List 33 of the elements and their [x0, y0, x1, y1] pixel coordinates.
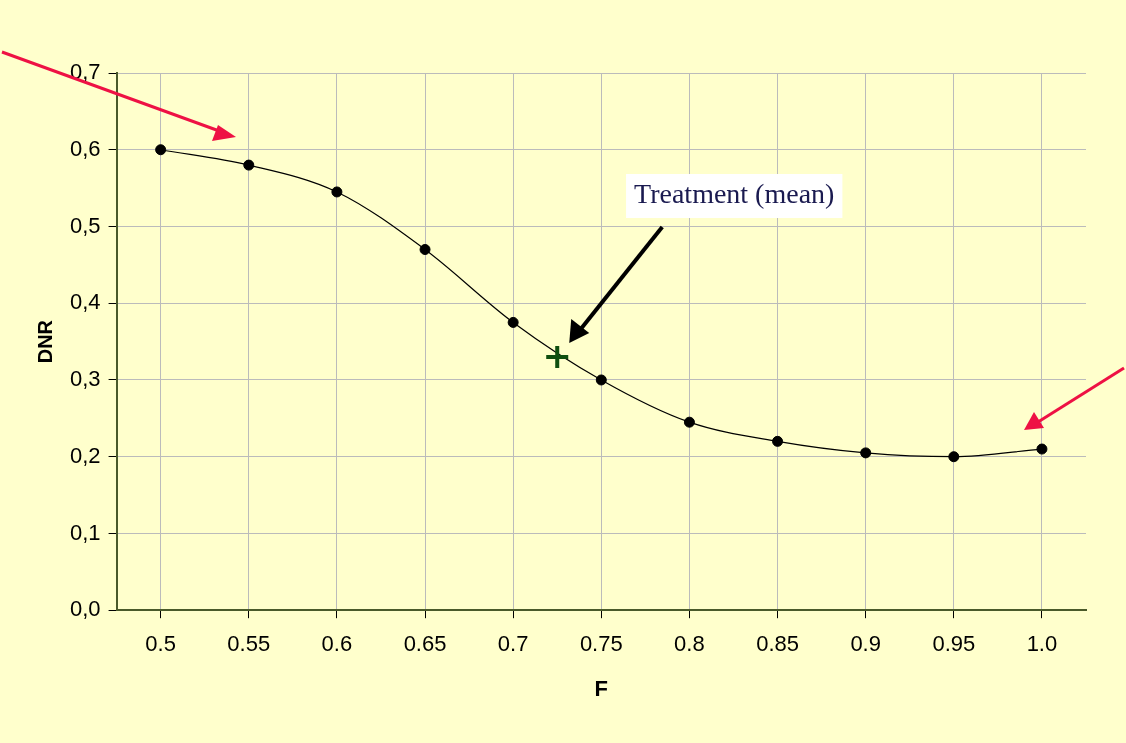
y-tick-label: 0,5 — [69, 212, 101, 238]
x-tick-label: 0.8 — [674, 631, 705, 657]
y-tick-label: 0,2 — [69, 442, 101, 468]
y-tick-label: 0,6 — [69, 135, 101, 161]
y-tick-label: 0,4 — [69, 289, 101, 315]
point — [860, 447, 872, 459]
x-tick-label: 0.75 — [579, 631, 623, 657]
x-tick-label: 0.65 — [403, 631, 447, 657]
x-tick-label: 0.55 — [227, 631, 271, 657]
point — [683, 416, 695, 428]
x-tick-label: 0.85 — [756, 631, 799, 657]
point — [546, 345, 569, 368]
point — [507, 316, 519, 328]
x-axis-title: F — [594, 675, 609, 701]
point — [331, 186, 343, 198]
x-tick-label: 0.7 — [497, 631, 529, 657]
x-tick-label: 0.5 — [145, 631, 176, 657]
x-tick-label: 1.0 — [1026, 631, 1058, 657]
y-tick-label: 0,0 — [69, 596, 101, 622]
point — [772, 435, 784, 447]
point — [595, 374, 607, 386]
point — [948, 451, 960, 463]
point — [1036, 443, 1048, 455]
y-axis-title: DNR — [33, 319, 56, 364]
point — [155, 144, 167, 156]
point — [243, 159, 255, 171]
y-tick-label: 0,3 — [69, 366, 101, 392]
x-tick-label: 0.95 — [932, 631, 976, 657]
point — [419, 244, 431, 256]
y-tick-label: 0,1 — [69, 519, 101, 545]
x-tick-label: 0.6 — [321, 631, 353, 657]
annotation: Treatment (mean) — [634, 178, 835, 210]
x-tick-label: 0.9 — [850, 631, 881, 657]
